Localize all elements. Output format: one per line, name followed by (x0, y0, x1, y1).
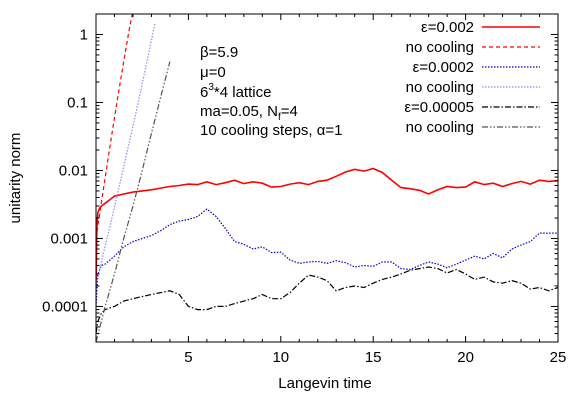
x-tick-label-4: 25 (550, 349, 567, 366)
annotation-lattice: 63*4 lattice (200, 82, 271, 101)
y-tick-label-0: 1 (80, 26, 88, 43)
x-tick-label-2: 15 (365, 349, 382, 366)
annotation-mass-base: ma=0.05, N (200, 103, 278, 120)
series-line-0 (96, 167, 558, 287)
x-tick-label-1: 10 (272, 349, 289, 366)
annotation-lattice-rest: *4 lattice (214, 84, 272, 101)
legend-label-0: ε=0.002 (421, 19, 474, 36)
legend-label-3: no cooling (406, 79, 474, 96)
annotation-mass-rest: =4 (281, 103, 298, 120)
annotation-mass: ma=0.05, Nf=4 (200, 103, 298, 123)
annotation-mass-sub: f (278, 112, 281, 123)
x-axis-label: Langevin time (278, 375, 371, 392)
series-line-1 (96, 14, 133, 239)
series-line-4 (96, 266, 558, 334)
series-line-5 (96, 61, 171, 342)
legend-label-4: ε=0.00005 (404, 99, 474, 116)
annotation-lattice-exp: 3 (208, 82, 214, 93)
y-axis-label: unitarity norm (7, 133, 24, 224)
legend-label-2: ε=0.0002 (413, 59, 474, 76)
y-tick-label-2: 0.01 (59, 162, 88, 179)
y-tick-label-4: 0.0001 (42, 298, 88, 315)
annotation-mu: μ=0 (200, 64, 226, 81)
series-layer (96, 14, 558, 342)
legend-label-5: no cooling (406, 119, 474, 136)
x-tick-label-0: 5 (184, 349, 192, 366)
y-tick-label-1: 0.1 (67, 94, 88, 111)
annotation-cooling: 10 cooling steps, α=1 (200, 122, 343, 139)
annotation-block: β=5.9 μ=0 63*4 lattice ma=0.05, Nf=4 10 … (200, 44, 343, 139)
y-tick-label-3: 0.001 (50, 230, 88, 247)
axes-layer: 5 10 15 20 25 1 0.1 0.01 0.001 0.0001 (42, 13, 567, 366)
series-line-2 (96, 208, 558, 307)
x-tick-label-3: 20 (457, 349, 474, 366)
plot-frame (95, 13, 559, 343)
annotation-lattice-base: 6 (200, 84, 208, 101)
legend: ε=0.002 no cooling ε=0.0002 no cooling ε=0.0… (404, 19, 540, 136)
annotation-beta: β=5.9 (200, 44, 238, 61)
series-line-3 (96, 22, 156, 287)
legend-label-1: no cooling (406, 39, 474, 56)
